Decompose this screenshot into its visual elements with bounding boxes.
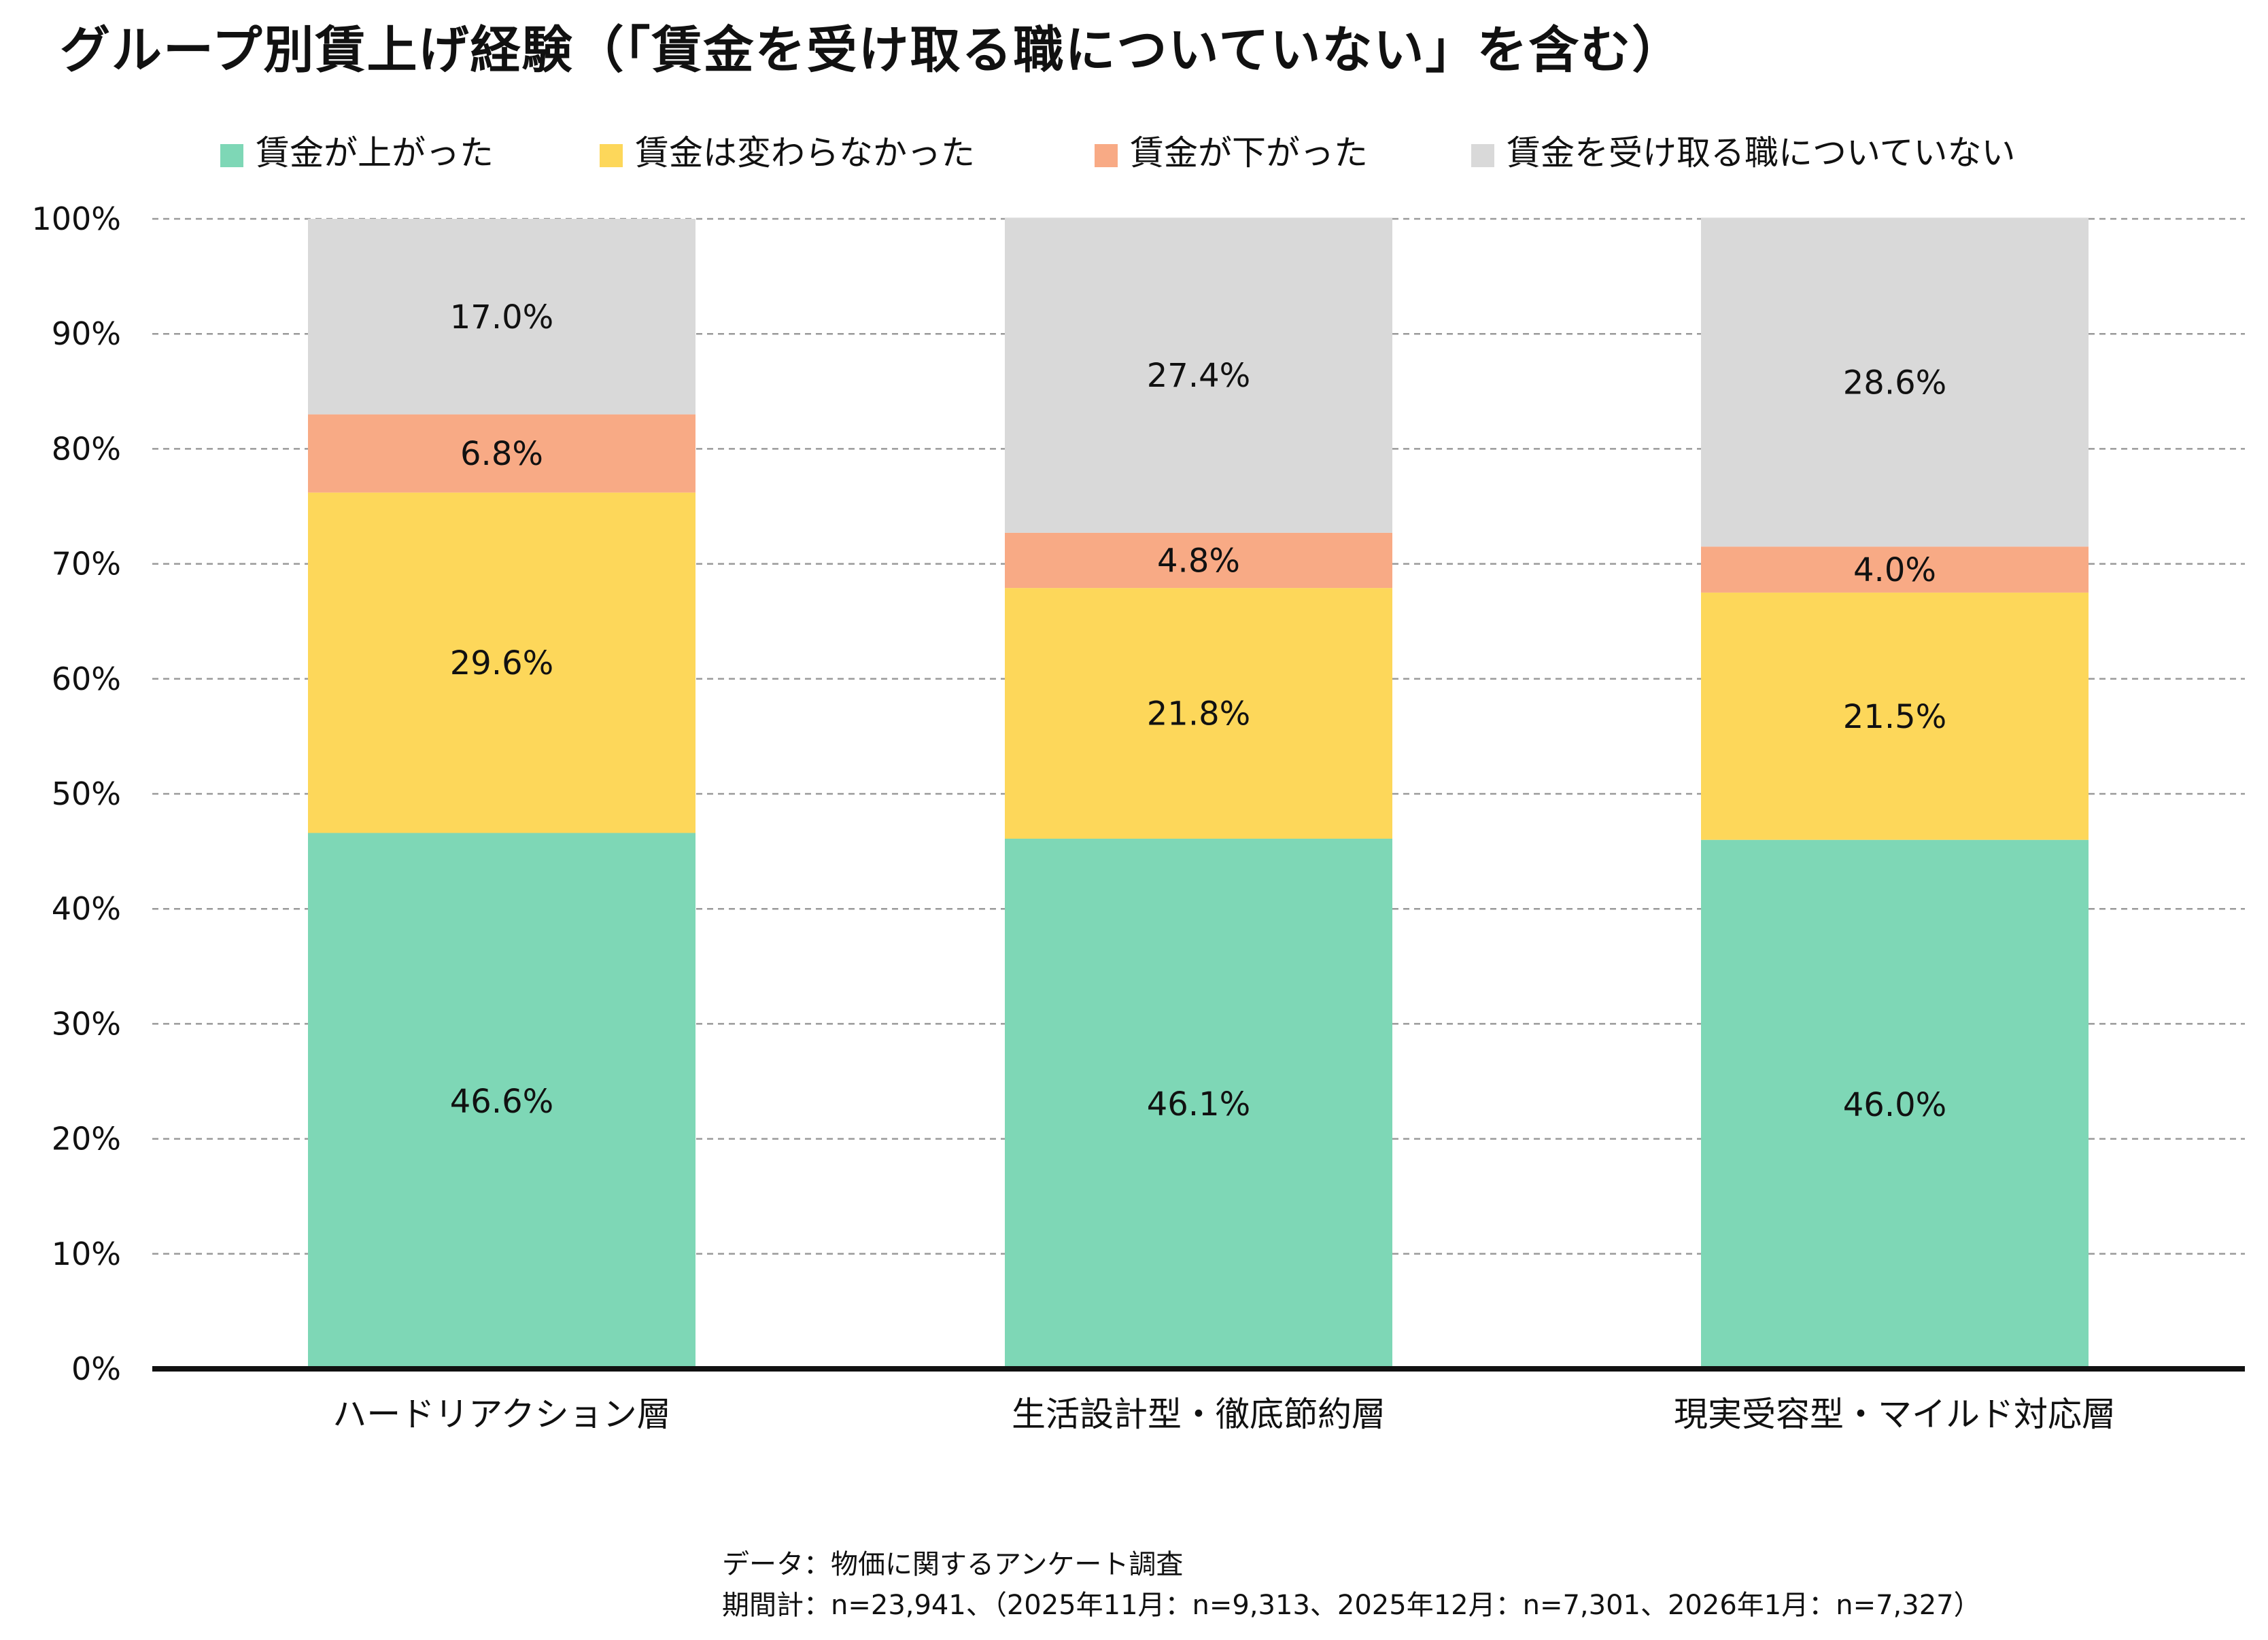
data-label: 4.0% [1853, 551, 1936, 589]
legend-swatch [220, 144, 243, 167]
bar-segment [308, 414, 695, 493]
data-label: 21.5% [1843, 698, 1946, 736]
data-label: 46.1% [1147, 1085, 1250, 1123]
bar-segment [1005, 532, 1392, 589]
footnote: データ：物価に関するアンケート調査 期間計：n=23,941、（2025年11月… [722, 1544, 1981, 1626]
data-label: 29.6% [450, 644, 553, 682]
data-label: 46.0% [1843, 1086, 1946, 1124]
legend-swatch [1471, 144, 1494, 167]
legend: 賃金が上がった 賃金は変わらなかった 賃金が下がった 賃金を受け取る職についていない [220, 133, 2016, 173]
axes: 0% 10% 20% 30% 40% 50% 60% 70% 80% 90% 100% ハードリアクシ… [31, 200, 2245, 1434]
legend-label: 賃金を受け取る職についていない [1507, 133, 2016, 173]
bar-segment [308, 492, 695, 833]
bar-segment [1005, 838, 1392, 1369]
y-tick-label: 90% [52, 315, 121, 352]
data-label: 6.8% [460, 435, 543, 473]
bar-segment [1005, 217, 1392, 533]
y-tick-label: 50% [52, 775, 121, 812]
y-tick-label: 80% [52, 430, 121, 467]
footnote-data-source: データ：物価に関するアンケート調査 [722, 1549, 1184, 1580]
y-tick-label: 100% [31, 200, 121, 237]
bar-segment [1701, 592, 2089, 840]
bar-segment [308, 833, 695, 1369]
y-tick-label: 30% [52, 1005, 121, 1042]
data-labels: 46.6% 29.6% 6.8% 17.0% 46.1% 21.8% 4.8% 27.4% 46… [450, 298, 1946, 1124]
y-tick-label: 10% [52, 1236, 121, 1272]
bar-segment [1701, 546, 2089, 593]
x-category-label: ハードリアクション層 [332, 1395, 671, 1434]
data-label: 46.6% [450, 1083, 553, 1121]
y-tick-label: 70% [52, 546, 121, 582]
data-label: 27.4% [1147, 357, 1250, 395]
data-label: 17.0% [450, 298, 553, 336]
bar-segment [1701, 217, 2089, 547]
x-category-label: 現実受容型・マイルド対応層 [1674, 1395, 2116, 1434]
legend-swatch [1095, 144, 1118, 167]
legend-label: 賃金が下がった [1130, 133, 1368, 173]
bars [308, 217, 2089, 1369]
legend-swatch [600, 144, 623, 167]
bar-segment [1005, 588, 1392, 839]
legend-label: 賃金は変わらなかった [635, 133, 975, 173]
x-category-label: 生活設計型・徹底節約層 [1012, 1395, 1386, 1434]
bar-segment [1701, 839, 2089, 1369]
y-tick-label: 20% [52, 1121, 121, 1157]
data-label: 21.8% [1147, 695, 1250, 733]
legend-label: 賃金が上がった [256, 133, 494, 173]
data-label: 4.8% [1157, 542, 1240, 580]
y-tick-label: 40% [52, 890, 121, 927]
y-tick-label: 60% [52, 661, 121, 697]
footnote-sample-size: 期間計：n=23,941、（2025年11月：n=9,313、2025年12月：… [722, 1590, 1981, 1621]
y-tick-label: 0% [71, 1350, 121, 1387]
chart-title: グループ別賃上げ経験（「賃金を受け取る職についていない」を含む） [60, 21, 1684, 80]
data-label: 28.6% [1843, 364, 1946, 402]
bar-segment [308, 219, 695, 415]
